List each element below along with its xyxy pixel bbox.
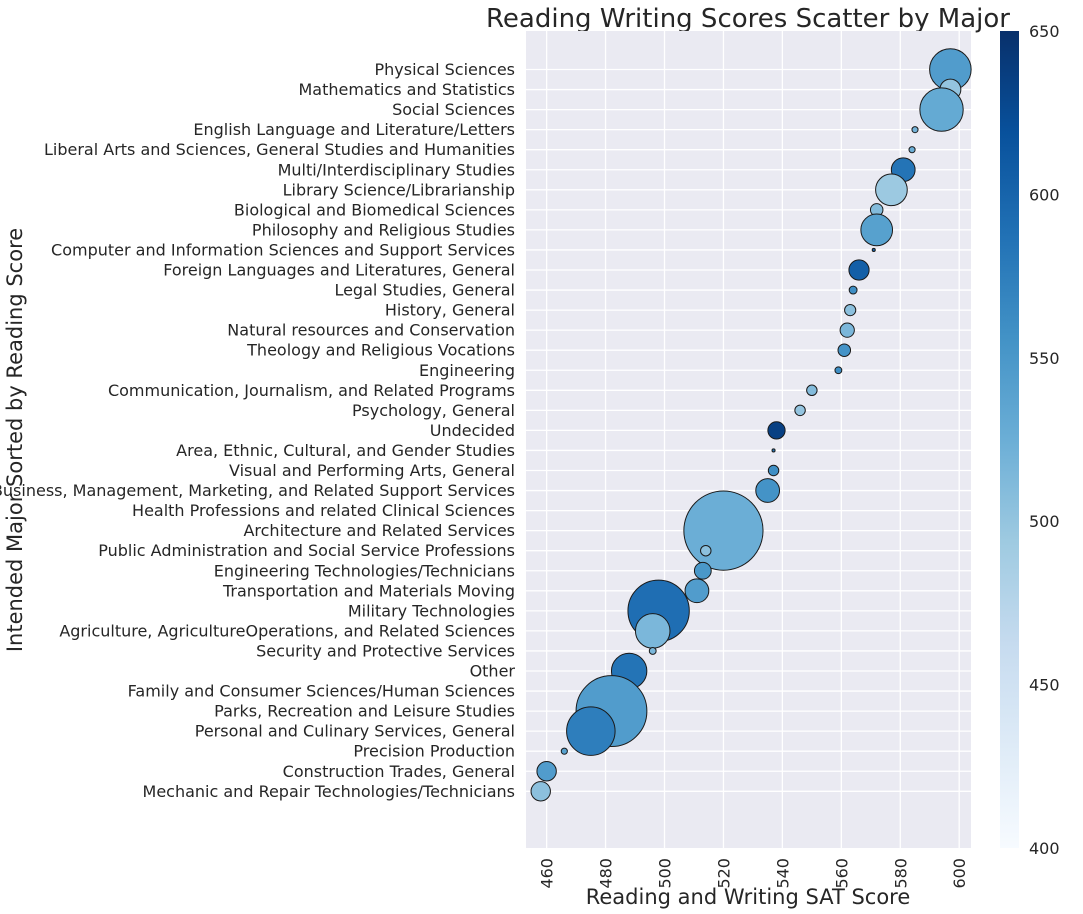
y-axis-label: Intended Major Sorted by Reading Score — [3, 228, 27, 652]
scatter-point — [908, 146, 916, 154]
scatter-point — [806, 384, 818, 397]
x-tick-label: 600 — [950, 858, 969, 889]
y-tick-label: Computer and Information Sciences and Su… — [51, 240, 515, 259]
scatter-point — [860, 213, 894, 247]
colorbar-tick-labels: 400 450 500 550 600 650 — [1029, 22, 1060, 858]
y-tick-label: Multi/Interdisciplinary Studies — [278, 160, 515, 179]
y-tick-label: Other — [470, 662, 516, 681]
y-tick-label: Precision Production — [353, 742, 515, 761]
scatter-point — [683, 490, 764, 571]
y-tick-label: Architecture and Related Services — [243, 521, 515, 540]
data-points — [530, 48, 972, 802]
y-tick-label: Liberal Arts and Sciences, General Studi… — [44, 140, 515, 159]
y-tick-label: Construction Trades, General — [283, 762, 515, 781]
y-tick-label: Mechanic and Repair Technologies/Technic… — [143, 782, 515, 801]
scatter-point — [771, 448, 776, 453]
scatter-point — [536, 761, 557, 782]
colorbar-tick-label: 500 — [1029, 512, 1060, 531]
x-tick-label: 560 — [832, 858, 851, 889]
y-tick-label: Area, Ethnic, Cultural, and Gender Studi… — [176, 441, 515, 460]
y-tick-label: English Language and Literature/Letters — [193, 120, 515, 139]
scatter-point — [911, 126, 919, 134]
chart-title: Reading Writing Scores Scatter by Major — [486, 4, 1010, 34]
colorbar-tick-label: 550 — [1029, 349, 1060, 368]
grid — [526, 31, 971, 848]
scatter-point — [634, 613, 671, 649]
y-tick-label: Security and Protective Services — [256, 641, 515, 660]
y-tick-label: Military Technologies — [348, 601, 515, 620]
scatter-point — [871, 247, 876, 252]
scatter-point — [848, 259, 870, 281]
y-tick-label: Biological and Biomedical Sciences — [234, 200, 515, 219]
scatter-point — [875, 173, 908, 207]
scatter-point — [837, 343, 852, 357]
y-tick-label: Foreign Languages and Literatures, Gener… — [163, 261, 515, 280]
y-tick-label: Health Professions and related Clinical … — [132, 501, 515, 520]
y-tick-label: Communication, Journalism, and Related P… — [108, 381, 515, 400]
scatter-point — [844, 304, 857, 317]
scatter-point — [834, 366, 843, 375]
scatter-point — [530, 781, 551, 802]
scatter-point — [648, 647, 657, 655]
scatter-point — [919, 87, 964, 132]
scatter-point — [767, 421, 786, 440]
y-tick-label: Philosophy and Religious Studies — [252, 220, 515, 239]
y-tick-label: Family and Consumer Sciences/Human Scien… — [128, 682, 515, 701]
y-tick-label: Physical Sciences — [374, 60, 515, 79]
scatter-point — [693, 561, 712, 580]
y-tick-label: Theology and Religious Vocations — [246, 341, 515, 360]
scatter-point — [684, 578, 710, 604]
y-tick-label: Legal Studies, General — [334, 281, 515, 300]
scatter-point — [566, 706, 616, 756]
x-tick-label: 500 — [656, 858, 675, 889]
colorbar-tick-label: 400 — [1029, 839, 1060, 858]
y-tick-label: Visual and Performing Arts, General — [229, 461, 515, 480]
y-tick-label: Parks, Recreation and Leisure Studies — [214, 702, 515, 721]
y-tick-label: Agriculture, AgricultureOperations, and … — [59, 621, 515, 640]
y-tick-label: Social Sciences — [392, 100, 515, 119]
scatter-point — [560, 747, 568, 755]
scatter-point — [767, 464, 780, 477]
scatter-point — [755, 478, 781, 503]
y-tick-label: Engineering Technologies/Technicians — [214, 561, 515, 580]
x-tick-label: 480 — [597, 858, 616, 889]
y-tick-label: Business, Management, Marketing, and Rel… — [0, 481, 515, 500]
x-tick-label: 520 — [714, 858, 733, 889]
colorbar-tick-label: 600 — [1029, 185, 1060, 204]
colorbar-tick-label: 650 — [1029, 22, 1060, 41]
y-tick-label: Engineering — [419, 361, 515, 380]
x-tick-label: 580 — [891, 858, 910, 889]
y-tick-label: Personal and Culinary Services, General — [195, 722, 515, 741]
colorbar-tick-label: 450 — [1029, 676, 1060, 695]
y-tick-label: Mathematics and Statistics — [298, 80, 515, 99]
scatter-point — [794, 404, 806, 417]
x-tick-label: 460 — [538, 858, 557, 889]
y-tick-label: History, General — [385, 301, 515, 320]
x-tick-labels: 460 480 500 520 540 560 580 600 — [538, 858, 970, 889]
scatter-point — [839, 322, 855, 338]
y-tick-label: Public Administration and Social Service… — [98, 541, 515, 560]
y-tick-label: Natural resources and Conservation — [227, 321, 515, 340]
y-tick-label: Transportation and Materials Moving — [222, 581, 515, 600]
y-tick-label: Undecided — [430, 421, 515, 440]
colorbar — [1000, 31, 1019, 848]
y-tick-label: Library Science/Librarianship — [283, 180, 515, 199]
scatter-point — [700, 544, 712, 557]
x-tick-label: 540 — [773, 858, 792, 889]
scatter-point — [848, 285, 858, 295]
x-axis-label: Reading and Writing SAT Score — [586, 885, 911, 909]
y-tick-label: Psychology, General — [352, 401, 515, 420]
